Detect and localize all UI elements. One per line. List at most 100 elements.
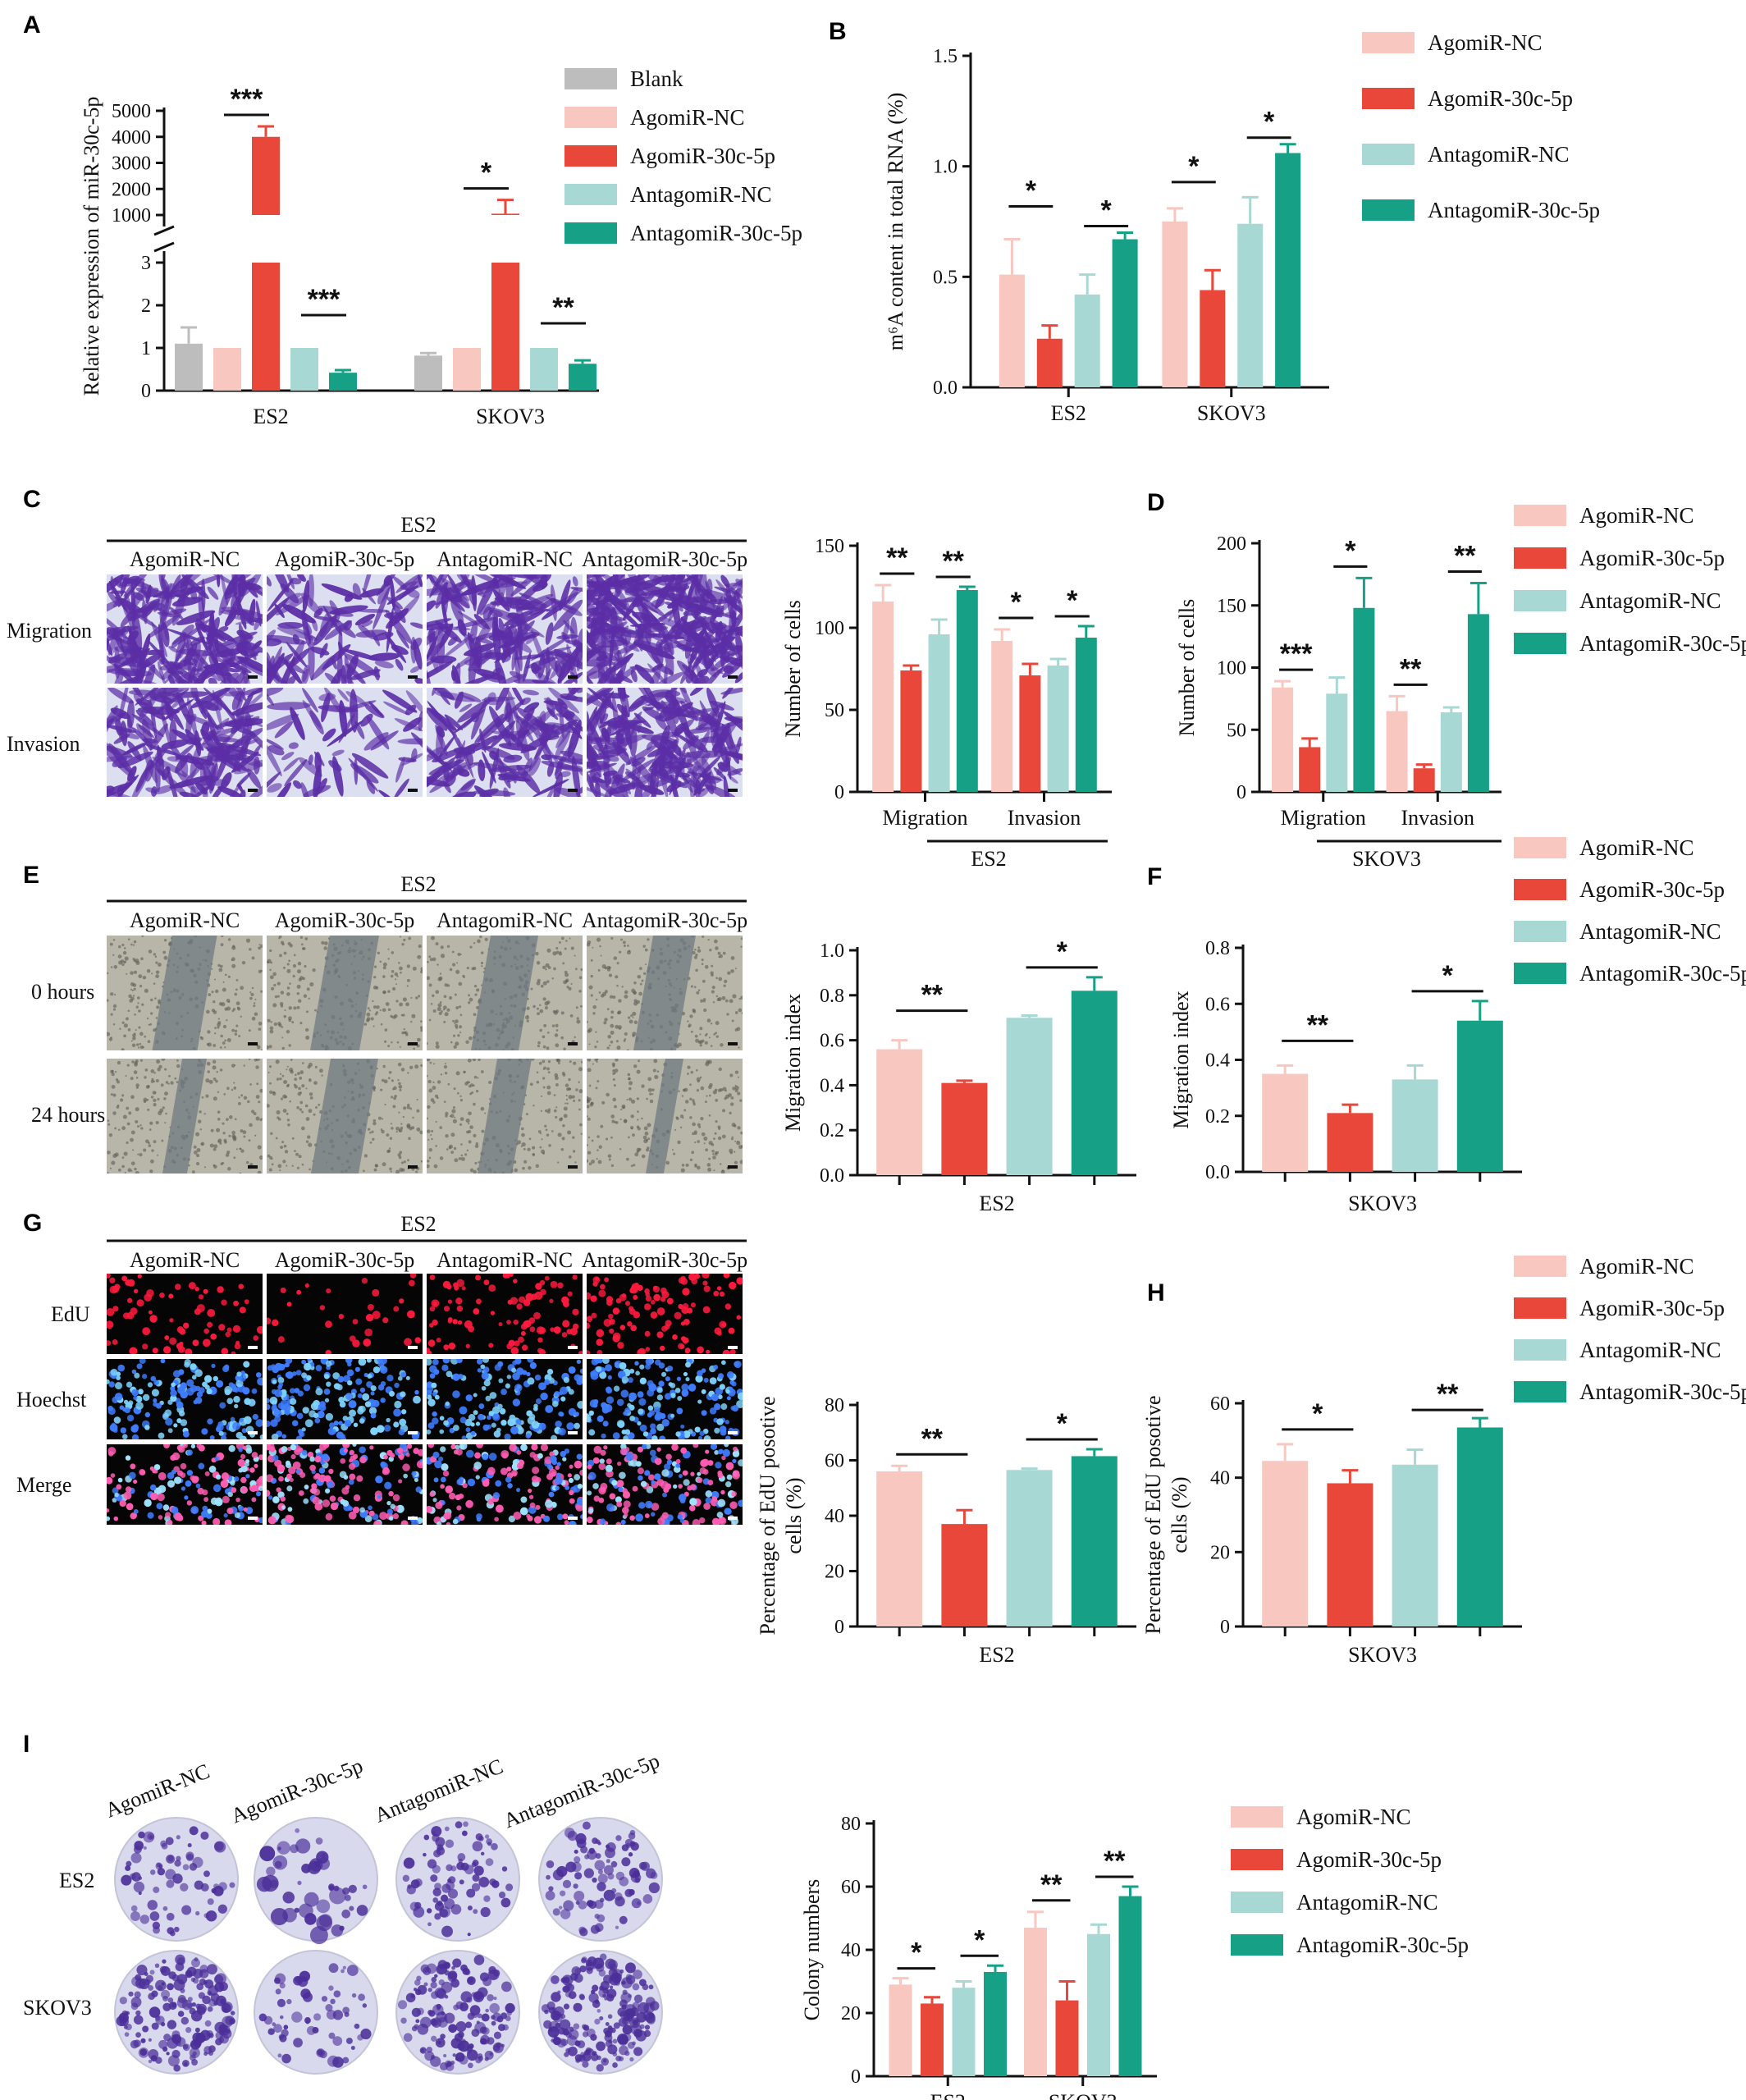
cell xyxy=(636,1125,640,1128)
cell xyxy=(407,1103,410,1107)
legend-d-swatch-2 xyxy=(1514,590,1566,611)
nucleus xyxy=(664,1393,672,1400)
nucleus xyxy=(488,1343,494,1348)
cell xyxy=(274,995,278,999)
cell xyxy=(258,946,261,950)
cell xyxy=(532,779,569,797)
cell xyxy=(276,1077,280,1081)
cell xyxy=(473,966,477,970)
cell xyxy=(546,1031,550,1034)
cell xyxy=(231,963,236,968)
cell xyxy=(621,986,624,988)
cell xyxy=(391,1041,393,1044)
cell xyxy=(450,1041,453,1044)
cell xyxy=(475,1142,478,1146)
cell xyxy=(126,1106,130,1110)
cell xyxy=(359,588,384,598)
cell xyxy=(107,999,109,1002)
cell xyxy=(681,1164,685,1167)
cell xyxy=(123,1151,128,1156)
cell xyxy=(427,1079,432,1084)
cell xyxy=(180,579,195,590)
cell xyxy=(631,988,636,993)
cell xyxy=(301,1163,304,1166)
nucleus xyxy=(203,1375,213,1383)
cell xyxy=(217,574,221,588)
nucleus xyxy=(180,1419,188,1426)
tile-content xyxy=(427,574,583,684)
nucleus xyxy=(123,1399,129,1405)
nucleus xyxy=(194,1308,201,1315)
cell xyxy=(544,1124,547,1128)
nucleus xyxy=(357,1393,363,1398)
nucleus xyxy=(137,1274,142,1279)
cell xyxy=(190,688,231,709)
cell xyxy=(456,962,459,964)
cell xyxy=(600,1124,604,1128)
cell xyxy=(730,1096,734,1100)
cell xyxy=(393,596,419,625)
nucleus xyxy=(476,1298,482,1305)
cell xyxy=(466,1149,469,1152)
cell xyxy=(112,670,124,684)
legend-b-entry-1: AgomiR-30c-5p xyxy=(1428,86,1573,111)
nucleus xyxy=(315,1388,323,1396)
cell xyxy=(540,1109,542,1112)
cell xyxy=(555,946,559,950)
cell xyxy=(149,1128,152,1132)
cell xyxy=(146,615,180,639)
nucleus xyxy=(702,1280,708,1286)
scratch-tile xyxy=(587,936,743,1050)
cell xyxy=(146,1098,149,1101)
cell xyxy=(389,1137,393,1140)
cell xyxy=(525,1015,529,1020)
cell xyxy=(216,1071,218,1073)
cell xyxy=(542,981,547,986)
nucleus xyxy=(499,1408,506,1415)
cell xyxy=(194,730,202,757)
nucleus xyxy=(367,1374,373,1379)
cell xyxy=(468,1123,470,1125)
nucleus xyxy=(666,1297,674,1305)
cell xyxy=(587,706,605,732)
cell xyxy=(463,976,465,979)
nucleus xyxy=(370,1412,377,1419)
cell xyxy=(121,1094,125,1097)
nucleus xyxy=(325,1412,334,1421)
cell xyxy=(619,950,622,954)
cell xyxy=(240,1129,244,1133)
nucleus xyxy=(393,1408,402,1417)
nucleus xyxy=(179,1341,184,1346)
nucleus xyxy=(465,1427,471,1433)
cell xyxy=(596,1135,600,1138)
scale-bar xyxy=(248,675,258,679)
nucleus xyxy=(267,1317,272,1325)
nucleus xyxy=(366,1359,372,1363)
cell xyxy=(237,1101,241,1105)
cell xyxy=(724,1096,727,1100)
cell xyxy=(455,969,460,974)
cell xyxy=(161,1139,164,1142)
cell xyxy=(150,1096,154,1099)
cell xyxy=(708,1036,711,1039)
bar-skov3-4 xyxy=(569,364,596,391)
cell xyxy=(122,1114,127,1119)
nucleus xyxy=(242,1387,250,1395)
column-header: AgomiR-30c-5p xyxy=(275,1248,414,1272)
cell xyxy=(267,575,272,587)
cell xyxy=(444,983,448,987)
nucleus xyxy=(133,1288,139,1294)
cell xyxy=(522,689,540,696)
nucleus xyxy=(633,1311,640,1319)
cell xyxy=(546,762,555,777)
cell xyxy=(723,775,730,797)
cell xyxy=(282,592,302,605)
cell xyxy=(114,647,121,679)
cell xyxy=(403,1160,406,1164)
cell xyxy=(675,1116,679,1119)
nucleus xyxy=(185,1388,194,1396)
cell xyxy=(158,589,173,633)
cell xyxy=(469,1168,474,1173)
cell xyxy=(630,1164,633,1168)
cell xyxy=(597,1160,602,1164)
